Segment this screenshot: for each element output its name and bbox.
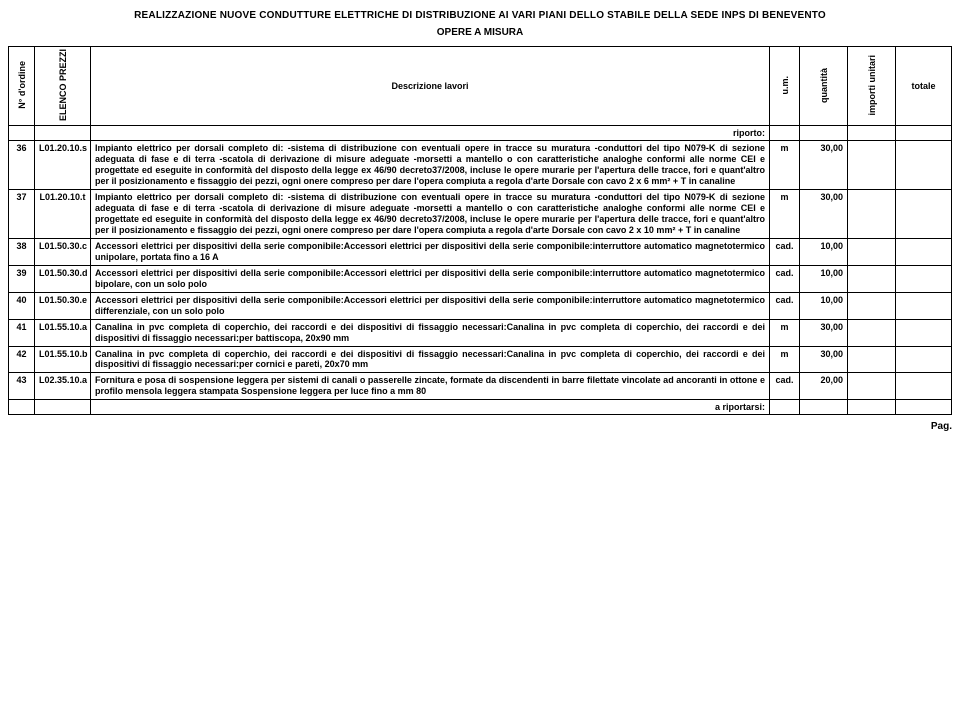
cell-code: L02.35.10.a: [35, 373, 91, 400]
cell-um: m: [770, 319, 800, 346]
header-desc: Descrizione lavori: [91, 47, 770, 126]
cell-code: L01.55.10.a: [35, 319, 91, 346]
header-um: u.m.: [770, 47, 800, 126]
measure-table: N° d'ordine ELENCO PREZZI Descrizione la…: [8, 46, 952, 415]
cell-code: L01.50.30.c: [35, 238, 91, 265]
cell-desc: Accessori elettrici per dispositivi dell…: [91, 238, 770, 265]
cell-code: L01.55.10.b: [35, 346, 91, 373]
header-cod: ELENCO PREZZI: [35, 47, 91, 126]
cell-um: cad.: [770, 238, 800, 265]
cell-qty: 10,00: [800, 238, 848, 265]
cell-qty: 30,00: [800, 319, 848, 346]
cell-qty: 10,00: [800, 265, 848, 292]
cell-unit: [848, 319, 896, 346]
cell-qty: 10,00: [800, 292, 848, 319]
cell-tot: [896, 265, 952, 292]
doc-title: REALIZZAZIONE NUOVE CONDUTTURE ELETTRICH…: [8, 8, 952, 27]
cell-code: L01.20.10.s: [35, 141, 91, 190]
cell-unit: [848, 141, 896, 190]
cell-um: m: [770, 189, 800, 238]
cell-um: cad.: [770, 292, 800, 319]
cell-tot: [896, 346, 952, 373]
table-header-row: N° d'ordine ELENCO PREZZI Descrizione la…: [9, 47, 952, 126]
table-row: 38L01.50.30.cAccessori elettrici per dis…: [9, 238, 952, 265]
cell-tot: [896, 238, 952, 265]
riporto-row: riporto:: [9, 126, 952, 141]
cell-unit: [848, 292, 896, 319]
cell-unit: [848, 189, 896, 238]
cell-ord: 36: [9, 141, 35, 190]
cell-tot: [896, 319, 952, 346]
table-row: 36L01.20.10.sImpianto elettrico per dors…: [9, 141, 952, 190]
cell-desc: Accessori elettrici per dispositivi dell…: [91, 265, 770, 292]
cell-desc: Canalina in pvc completa di coperchio, d…: [91, 319, 770, 346]
cell-um: m: [770, 346, 800, 373]
cell-unit: [848, 346, 896, 373]
header-qty: quantità: [800, 47, 848, 126]
cell-qty: 30,00: [800, 141, 848, 190]
page-footer: Pag.: [8, 415, 952, 432]
cell-ord: 43: [9, 373, 35, 400]
cell-ord: 39: [9, 265, 35, 292]
cell-code: L01.50.30.d: [35, 265, 91, 292]
header-ord: N° d'ordine: [9, 47, 35, 126]
cell-desc: Fornitura e posa di sospensione leggera …: [91, 373, 770, 400]
cell-code: L01.20.10.t: [35, 189, 91, 238]
a-riportarsi-row: a riportarsi:: [9, 400, 952, 415]
header-unit: importi unitari: [848, 47, 896, 126]
cell-um: m: [770, 141, 800, 190]
cell-ord: 42: [9, 346, 35, 373]
cell-um: cad.: [770, 373, 800, 400]
cell-qty: 20,00: [800, 373, 848, 400]
cell-um: cad.: [770, 265, 800, 292]
cell-unit: [848, 265, 896, 292]
cell-ord: 37: [9, 189, 35, 238]
cell-ord: 38: [9, 238, 35, 265]
table-row: 37L01.20.10.tImpianto elettrico per dors…: [9, 189, 952, 238]
cell-unit: [848, 238, 896, 265]
cell-tot: [896, 189, 952, 238]
cell-desc: Impianto elettrico per dorsali completo …: [91, 189, 770, 238]
cell-desc: Impianto elettrico per dorsali completo …: [91, 141, 770, 190]
cell-tot: [896, 292, 952, 319]
cell-ord: 40: [9, 292, 35, 319]
table-row: 42L01.55.10.bCanalina in pvc completa di…: [9, 346, 952, 373]
table-row: 39L01.50.30.dAccessori elettrici per dis…: [9, 265, 952, 292]
cell-tot: [896, 373, 952, 400]
header-tot: totale: [896, 47, 952, 126]
cell-tot: [896, 141, 952, 190]
a-riportarsi-label: a riportarsi:: [91, 400, 770, 415]
cell-qty: 30,00: [800, 346, 848, 373]
table-row: 43L02.35.10.aFornitura e posa di sospens…: [9, 373, 952, 400]
cell-code: L01.50.30.e: [35, 292, 91, 319]
cell-ord: 41: [9, 319, 35, 346]
table-row: 41L01.55.10.aCanalina in pvc completa di…: [9, 319, 952, 346]
table-row: 40L01.50.30.eAccessori elettrici per dis…: [9, 292, 952, 319]
riporto-label: riporto:: [91, 126, 770, 141]
cell-qty: 30,00: [800, 189, 848, 238]
cell-desc: Accessori elettrici per dispositivi dell…: [91, 292, 770, 319]
cell-desc: Canalina in pvc completa di coperchio, d…: [91, 346, 770, 373]
doc-subtitle: OPERE A MISURA: [8, 27, 952, 46]
cell-unit: [848, 373, 896, 400]
